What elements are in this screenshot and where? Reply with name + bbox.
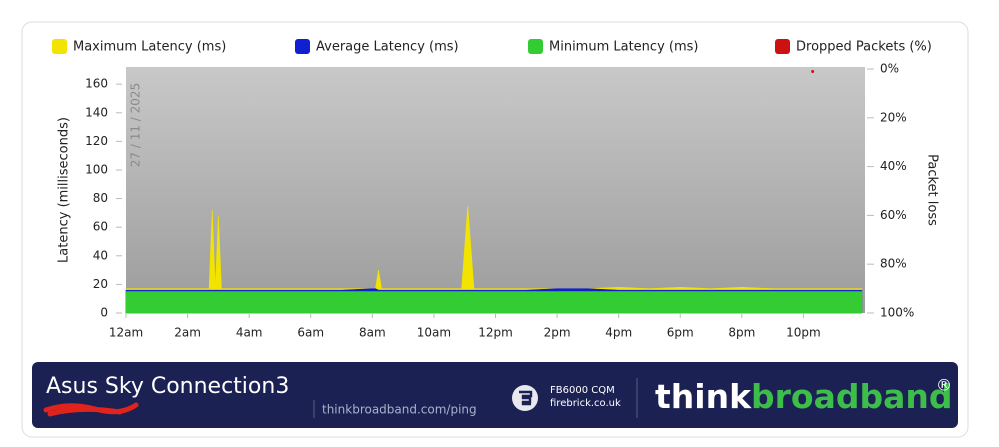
x-tick-label: 8pm: [728, 326, 755, 340]
footer-band: [32, 362, 958, 428]
y-axis-label: Latency (milliseconds): [57, 117, 72, 263]
legend-swatch: [295, 39, 310, 54]
partner-logo-mark: [519, 390, 533, 406]
partner-name: FB6000 CQM: [550, 385, 615, 396]
brand: thinkbroadband: [655, 377, 953, 416]
connection-title: Asus Sky Connection3: [46, 374, 289, 399]
y-tick-label: 140: [85, 105, 108, 119]
y2-tick-label: 0%: [880, 62, 899, 76]
registered-mark: ®: [936, 376, 952, 395]
legend-label: Dropped Packets (%): [796, 40, 932, 55]
date-label: 27 / 11 / 2025: [129, 83, 143, 167]
plot-background: [126, 67, 865, 313]
y-tick-label: 60: [93, 220, 108, 234]
x-tick-label: 10am: [417, 326, 451, 340]
y-tick-label: 40: [93, 248, 108, 262]
legend-label: Minimum Latency (ms): [549, 40, 698, 55]
legend-label: Average Latency (ms): [316, 40, 459, 55]
y2-tick-label: 80%: [880, 257, 907, 271]
y2-tick-label: 100%: [880, 306, 914, 320]
x-tick-label: 10pm: [786, 326, 821, 340]
y-tick-label: 20: [93, 277, 108, 291]
y-tick-label: 100: [85, 162, 108, 176]
dropped-packet: [811, 69, 815, 73]
redaction-scribble: [43, 402, 139, 417]
x-tick-label: 4am: [236, 326, 263, 340]
plot: [125, 69, 863, 314]
brand-broadband: broadband: [751, 377, 952, 416]
y-tick-label: 160: [85, 77, 108, 91]
x-tick-label: 6am: [297, 326, 324, 340]
x-tick-label: 2pm: [544, 326, 571, 340]
partner-site: firebrick.co.uk: [550, 398, 621, 409]
legend-swatch: [775, 39, 790, 54]
brand-think: think: [655, 377, 752, 416]
x-tick-label: 6pm: [667, 326, 694, 340]
legend-label: Maximum Latency (ms): [73, 40, 226, 55]
y2-axis-label: Packet loss: [925, 154, 940, 226]
legend-swatch: [52, 39, 67, 54]
y2-tick-label: 20%: [880, 110, 907, 124]
y2-tick-label: 40%: [880, 159, 907, 173]
x-tick-label: 12pm: [478, 326, 513, 340]
x-tick-label: 12am: [109, 326, 143, 340]
x-tick-label: 2am: [174, 326, 201, 340]
y-tick-label: 120: [85, 134, 108, 148]
latency-area: [125, 291, 863, 314]
x-tick-label: 4pm: [605, 326, 632, 340]
ping-link[interactable]: thinkbroadband.com/ping: [322, 403, 477, 417]
x-tick-label: 8am: [359, 326, 386, 340]
y-tick-label: 80: [93, 191, 108, 205]
y2-tick-label: 60%: [880, 208, 907, 222]
y-tick-label: 0: [100, 306, 108, 320]
legend-swatch: [528, 39, 543, 54]
